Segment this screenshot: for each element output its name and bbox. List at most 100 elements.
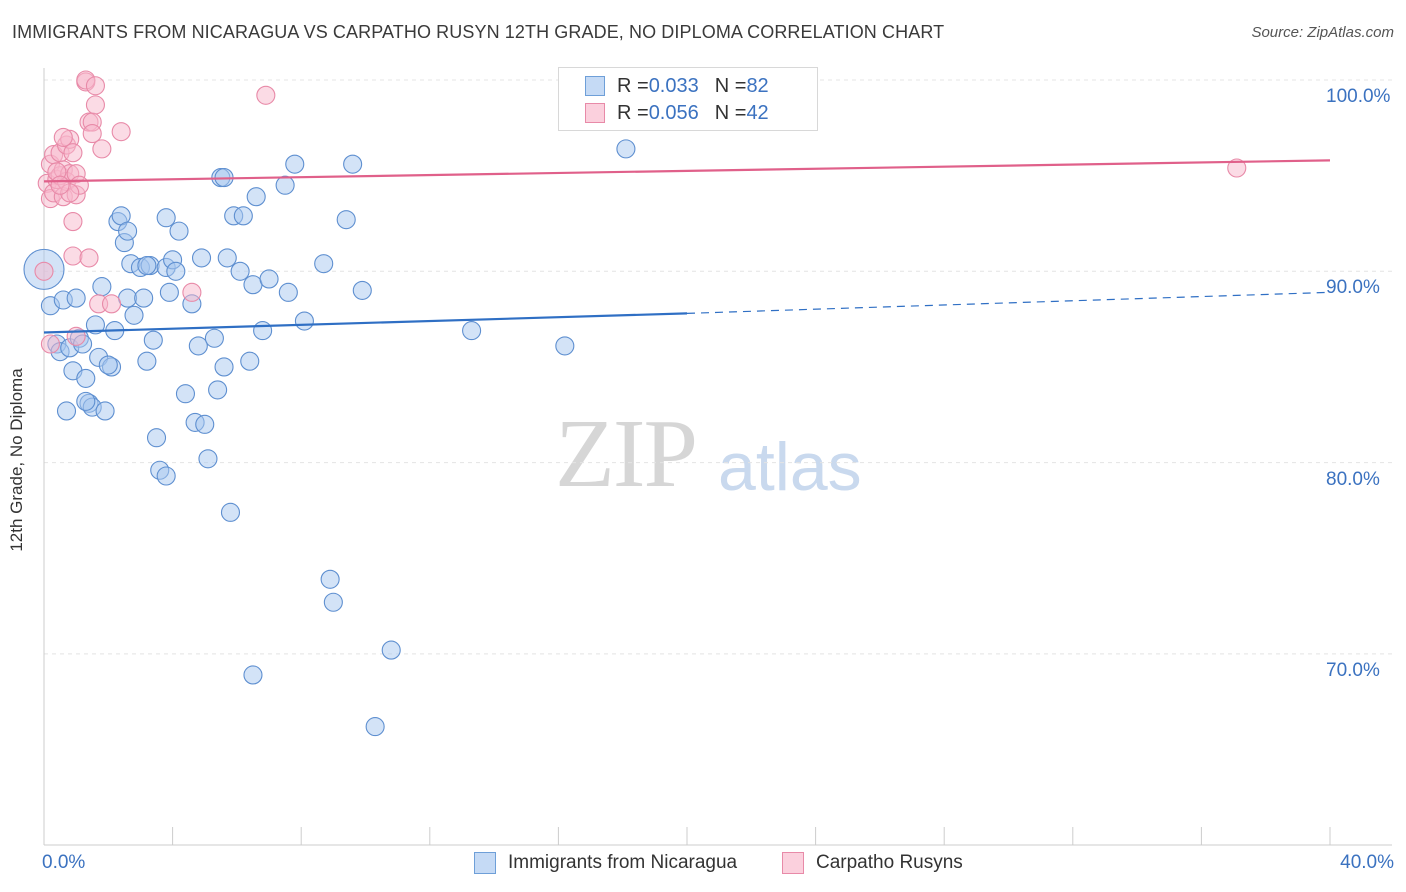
legend-n-label: N =	[714, 74, 747, 97]
y-tick-label-90: 90.0%	[1326, 277, 1380, 299]
point-nicaragua	[137, 351, 157, 371]
point-rusyn	[85, 95, 105, 115]
point-nicaragua	[95, 401, 115, 421]
point-rusyn	[63, 246, 83, 266]
point-nicaragua	[137, 256, 157, 276]
point-nicaragua	[198, 449, 218, 469]
point-rusyn	[63, 212, 83, 232]
point-rusyn	[85, 76, 105, 96]
point-rusyn	[34, 261, 54, 281]
point-nicaragua	[188, 336, 208, 356]
point-nicaragua	[555, 336, 575, 356]
y-tick-label-70: 70.0%	[1326, 659, 1380, 681]
legend-swatch-pink	[782, 852, 804, 874]
point-nicaragua	[76, 368, 96, 388]
point-rusyn	[82, 124, 102, 144]
point-rusyn	[50, 175, 70, 195]
point-nicaragua	[381, 640, 401, 660]
series-legend-item-rusyn[interactable]: Carpatho Rusyns	[782, 852, 963, 874]
series-legend-item-nicaragua[interactable]: Immigrants from Nicaragua	[474, 852, 737, 874]
point-nicaragua	[278, 282, 298, 302]
point-nicaragua	[159, 282, 179, 302]
point-nicaragua	[240, 351, 260, 371]
x-tick-label-max: 40.0%	[1340, 852, 1394, 873]
x-tick-label-min: 0.0%	[42, 852, 86, 873]
watermark-zip: ZIP	[555, 400, 698, 508]
point-nicaragua	[66, 288, 86, 308]
legend-r-value: 0.056	[648, 101, 699, 124]
point-nicaragua	[230, 261, 250, 281]
point-nicaragua	[166, 261, 186, 281]
point-nicaragua	[233, 206, 253, 226]
point-rusyn	[92, 139, 112, 159]
point-nicaragua	[92, 277, 112, 297]
stats-legend-row-rusyn: R = 0.056 N = 42	[585, 100, 769, 126]
point-nicaragua	[294, 311, 314, 331]
point-nicaragua	[85, 315, 105, 335]
point-nicaragua	[175, 384, 196, 404]
point-nicaragua	[253, 321, 273, 341]
point-nicaragua	[336, 210, 356, 230]
legend-swatch-blue	[585, 76, 605, 96]
y-tick-label-100: 100.0%	[1326, 86, 1391, 107]
point-nicaragua	[365, 717, 385, 737]
point-nicaragua	[134, 288, 154, 308]
point-nicaragua	[143, 330, 163, 350]
y-axis-label: 12th Grade, No Diploma	[7, 368, 26, 552]
point-nicaragua	[616, 139, 636, 159]
legend-swatch-blue	[474, 852, 496, 874]
point-nicaragua	[275, 175, 295, 195]
watermark-atlas: atlas	[718, 429, 862, 505]
point-nicaragua	[56, 401, 77, 421]
point-rusyn	[79, 248, 99, 268]
legend-n-value: 42	[746, 101, 769, 124]
point-nicaragua	[217, 248, 237, 268]
point-nicaragua	[246, 187, 266, 207]
trend-line-rusyn	[43, 159, 1331, 183]
point-nicaragua	[118, 288, 138, 308]
point-nicaragua	[76, 391, 96, 411]
point-nicaragua	[156, 466, 176, 486]
point-nicaragua	[259, 269, 279, 289]
point-nicaragua	[343, 154, 363, 174]
legend-r-label: R =	[617, 74, 649, 97]
stats-legend-row-nicaragua: R = 0.033 N = 82	[585, 73, 769, 99]
legend-n-label: N =	[714, 101, 747, 124]
point-nicaragua	[243, 275, 263, 295]
point-rusyn	[40, 334, 60, 354]
legend-swatch-pink	[585, 103, 605, 123]
point-nicaragua	[98, 355, 118, 375]
point-nicaragua	[243, 665, 263, 685]
point-nicaragua	[220, 502, 241, 522]
point-nicaragua	[314, 254, 334, 274]
point-rusyn	[111, 122, 131, 142]
point-nicaragua	[169, 221, 189, 241]
legend-n-value: 82	[746, 74, 769, 97]
point-rusyn	[256, 85, 276, 105]
point-nicaragua	[323, 592, 343, 612]
chart-title: IMMIGRANTS FROM NICARAGUA VS CARPATHO RU…	[12, 22, 945, 42]
point-rusyn	[53, 127, 73, 147]
point-nicaragua	[191, 248, 212, 268]
point-nicaragua	[208, 380, 228, 400]
point-rusyn	[182, 282, 202, 302]
point-rusyn	[1227, 158, 1247, 178]
point-nicaragua	[204, 328, 224, 348]
point-nicaragua	[214, 357, 234, 377]
point-nicaragua	[124, 305, 144, 325]
legend-r-label: R =	[617, 101, 649, 124]
point-nicaragua	[156, 208, 176, 228]
legend-r-value: 0.033	[648, 74, 699, 97]
point-nicaragua	[118, 221, 138, 241]
stats-legend: R = 0.033 N = 82 R = 0.056 N = 42	[558, 67, 818, 131]
point-nicaragua	[285, 154, 305, 174]
point-nicaragua	[352, 280, 372, 300]
point-rusyn	[66, 326, 86, 346]
series-legend-label: Carpatho Rusyns	[816, 852, 963, 873]
point-nicaragua	[462, 321, 482, 341]
series-legend-label: Immigrants from Nicaragua	[508, 852, 738, 873]
point-nicaragua	[146, 428, 167, 448]
y-tick-label-80: 80.0%	[1326, 468, 1380, 490]
series-legend: Immigrants from Nicaragua Carpatho Rusyn…	[0, 852, 1406, 878]
